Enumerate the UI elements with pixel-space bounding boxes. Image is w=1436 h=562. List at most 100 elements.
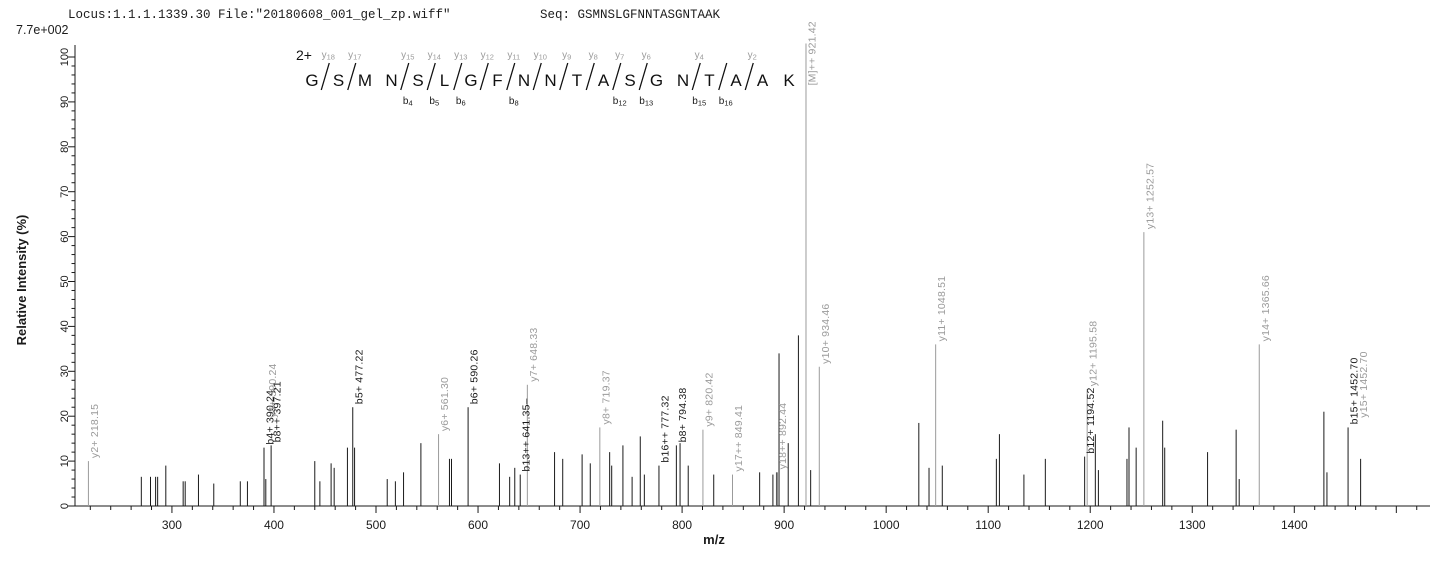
sequence-header-label: Seq: GSMNSLGFNNTASGNTAAK <box>540 8 721 22</box>
peak-label: y2+ 218.15 <box>89 404 101 458</box>
y-axis-tick-label: 10 <box>59 455 71 467</box>
x-axis-tick-label: 1000 <box>873 518 900 532</box>
y-ion-marker: y14 <box>428 50 441 62</box>
peak-label: b12+ 1194.52 <box>1085 387 1097 453</box>
b-ion-marker: b8 <box>509 96 519 108</box>
residue-letter: N <box>677 71 689 90</box>
b-ion-marker: b5 <box>429 96 439 108</box>
peak-label: b4+ 390.24 <box>265 390 277 445</box>
b-ion-marker: b4 <box>403 96 413 108</box>
x-axis-tick-label: 1100 <box>975 518 1001 532</box>
y-ion-marker: y12 <box>481 50 494 62</box>
fragmentation-slash <box>532 62 542 91</box>
residue-letter: G <box>464 71 477 90</box>
peak-label: y9+ 820.42 <box>703 372 715 426</box>
x-axis-tick-label: 1300 <box>1179 518 1206 532</box>
x-axis-tick-label: 500 <box>366 518 386 532</box>
peak-label: b5+ 477.22 <box>353 349 365 404</box>
peak-label: y10+ 934.46 <box>820 304 832 364</box>
y-ion-marker: y9 <box>562 50 571 62</box>
y-ion-marker: y6 <box>642 50 651 62</box>
fragmentation-slash <box>506 62 516 91</box>
b-ion-marker: b12 <box>613 96 627 108</box>
residue-letter: T <box>704 71 714 90</box>
b-ion-marker: b16 <box>719 96 733 108</box>
residue-letter: A <box>730 71 742 90</box>
peak-label: y13+ 1252.57 <box>1144 163 1156 229</box>
residue-letter: N <box>518 71 530 90</box>
x-axis-tick-label: 400 <box>264 518 284 532</box>
max-intensity-label: 7.7e+002 <box>16 23 69 37</box>
fragmentation-slash <box>400 62 410 91</box>
x-axis-tick-label: 800 <box>672 518 692 532</box>
peak-label: b13++ 641.35– <box>521 398 533 471</box>
y-axis-tick-label: 50 <box>59 275 71 287</box>
peaks <box>87 43 1362 506</box>
b-ion-marker: b13 <box>639 96 653 108</box>
residue-letter: K <box>783 71 795 90</box>
fragmentation-slash <box>479 62 489 91</box>
residue-letter: F <box>492 71 502 90</box>
y-ion-marker: y4 <box>695 50 704 62</box>
peak-label: b16++ 777.32 <box>659 395 671 462</box>
y-axis-tick-label: 40 <box>59 320 71 332</box>
fragmentation-slash <box>744 62 754 91</box>
fragmentation-slash <box>559 62 569 91</box>
y-axis-tick-label: 20 <box>59 410 71 422</box>
b-ion-marker: b6 <box>456 96 466 108</box>
b-ion-marker: b15 <box>692 96 706 108</box>
precursor-charge-label: 2+ <box>296 47 312 63</box>
y-ion-marker: y15 <box>401 50 414 62</box>
y-axis-tick-label: 90 <box>59 96 71 108</box>
peak-label: y18++ 892.44 <box>777 403 789 470</box>
residue-letter: G <box>650 71 663 90</box>
peak-label: b8++ 397.21 <box>272 381 284 442</box>
fragmentation-slash <box>426 62 436 91</box>
residue-letter: N <box>385 71 397 90</box>
residue-letter: T <box>572 71 582 90</box>
residue-letter: S <box>333 71 344 90</box>
x-axis-tick-label: 900 <box>774 518 794 532</box>
residue-letter: G <box>305 71 318 90</box>
fragmentation-slash <box>638 62 648 91</box>
x-axis-tick-label: 700 <box>570 518 590 532</box>
y-axis-tick-label: 100 <box>59 48 71 66</box>
x-axis-tick-label: 300 <box>162 518 182 532</box>
y-ion-marker: y2 <box>748 50 757 62</box>
y-ion-marker: y7 <box>615 50 624 62</box>
y-axis-tick-label: 30 <box>59 365 71 377</box>
y-axis-title: Relative Intensity (%) <box>14 215 29 346</box>
x-axis-title: m/z <box>703 532 725 547</box>
x-axis-tick-label: 1400 <box>1281 518 1308 532</box>
peak-label: b15+ 1452.70 <box>1349 357 1361 424</box>
peak-label: y12+ 1195.58 <box>1088 321 1100 387</box>
residue-letter: M <box>358 71 372 90</box>
y-axis-tick-label: 80 <box>59 141 71 153</box>
peak-label: y6+ 561.30 <box>439 377 451 431</box>
y-ion-marker: y13 <box>454 50 467 62</box>
fragmentation-slash <box>347 62 357 91</box>
peak-label: y4+ 390.24 <box>267 363 279 417</box>
y-ion-marker: y18 <box>322 50 335 62</box>
spectrum-header: Locus:1.1.1.1339.30 File:"20180608_001_g… <box>0 8 1436 26</box>
peak-label: [M]++ 921.42 <box>806 21 818 85</box>
fragmentation-slash <box>612 62 622 91</box>
peak-label: b8+ 794.38 <box>677 388 689 443</box>
locus-file-label: Locus:1.1.1.1339.30 File:"20180608_001_g… <box>68 8 451 22</box>
residue-letter: A <box>598 71 610 90</box>
axes: 0 10 20 30 40 50 60 70 80 90 100 300 400 500 600 700 800… <box>14 45 1430 547</box>
fragmentation-slash <box>453 62 463 91</box>
peak-label: y8+ 719.37 <box>600 370 612 424</box>
residue-letter: L <box>440 71 449 90</box>
y-axis-tick-label: 70 <box>59 186 71 198</box>
peak-label: y17++ 849.41 <box>733 405 745 472</box>
peak-label: y11+ 1048.51 <box>936 276 948 342</box>
peak-label: y15+ 1452.70 <box>1358 351 1370 417</box>
y-ion-marker: y17 <box>348 50 361 62</box>
y-axis-tick-label: 60 <box>59 230 71 242</box>
fragmentation-slash <box>718 62 728 91</box>
